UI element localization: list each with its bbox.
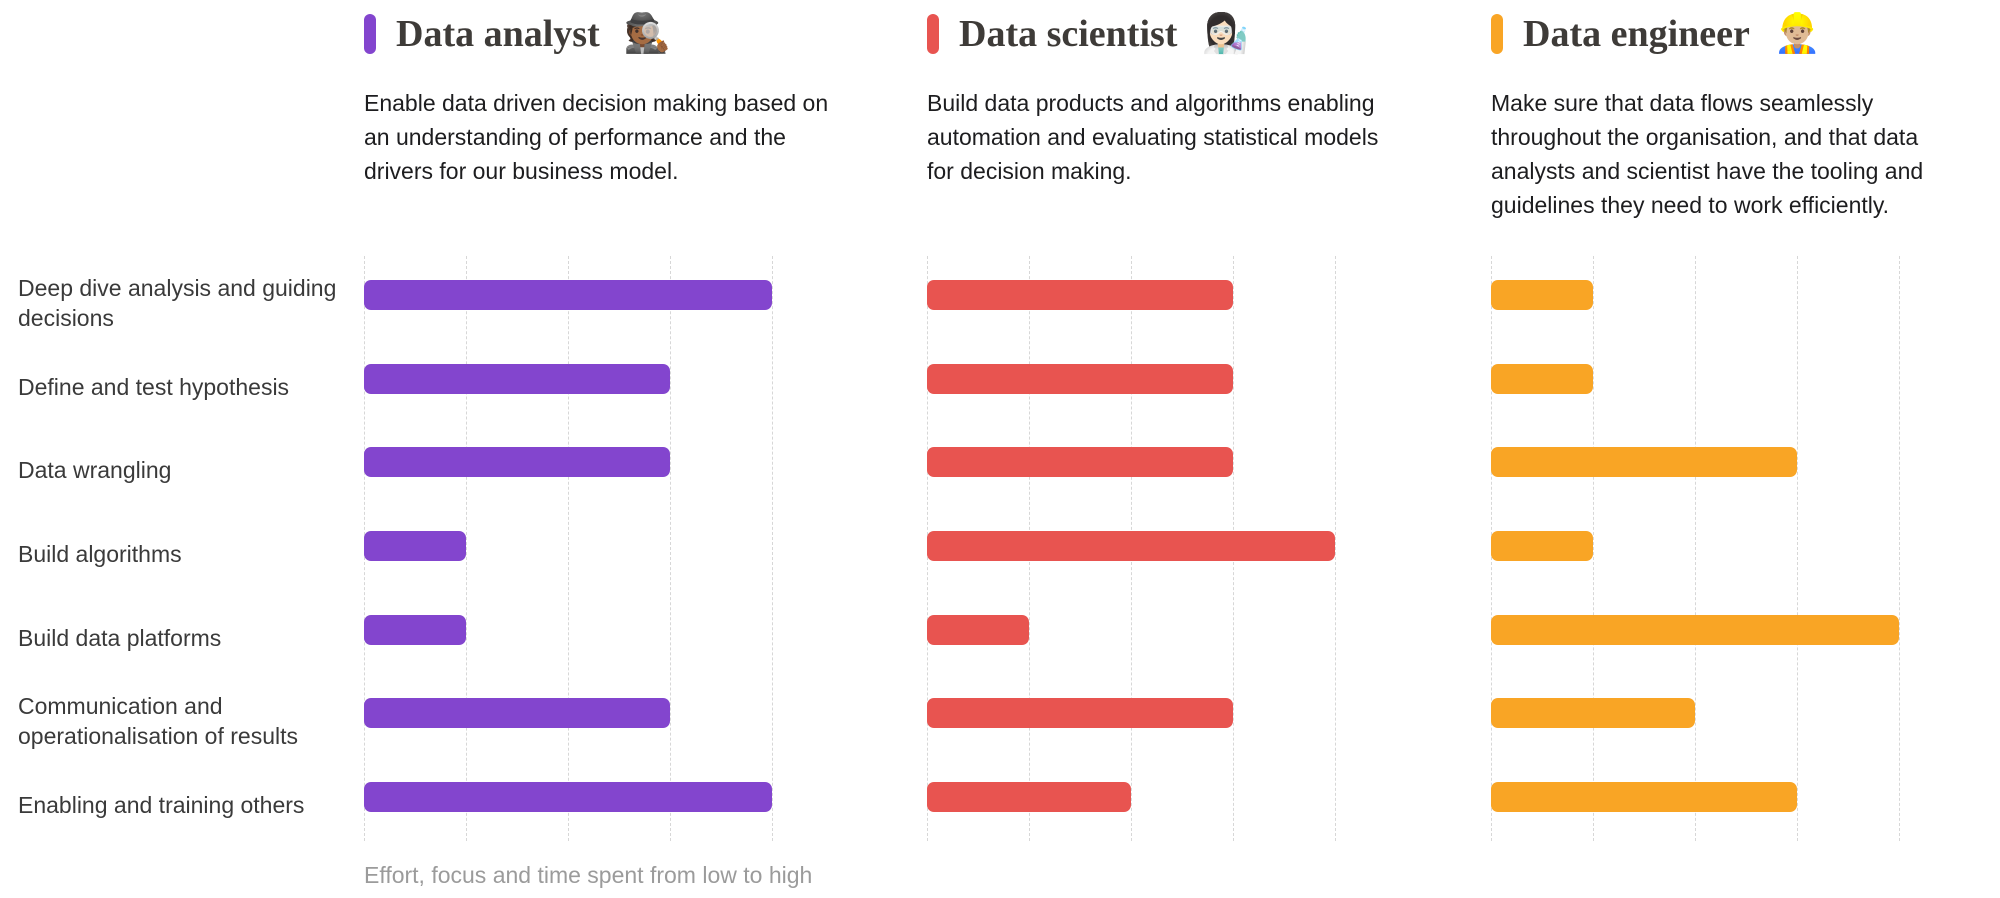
bar	[1491, 447, 1797, 477]
row-label: Enabling and training others	[18, 792, 305, 818]
data-scientist-title: Data scientist	[959, 13, 1178, 55]
detective-emoji: 🕵🏾	[623, 13, 672, 55]
effort-axis-caption: Effort, focus and time spent from low to…	[364, 862, 813, 888]
gridline	[1899, 256, 1900, 841]
gridline	[1695, 256, 1696, 841]
data-scientist-plot	[927, 256, 1336, 841]
row-label: Build data platforms	[18, 625, 222, 651]
data-engineer-header: Data engineer 👷🏼‍♂️	[1491, 10, 1821, 58]
bar	[927, 615, 1029, 645]
gridline	[670, 256, 671, 841]
bar	[927, 531, 1335, 561]
bar	[927, 447, 1233, 477]
bar	[927, 782, 1131, 812]
bar	[1491, 280, 1593, 310]
data-scientist-header: Data scientist 👩🏻‍🔬	[927, 10, 1249, 58]
data-analyst-plot	[364, 256, 773, 841]
role-column-data-scientist: Data scientist 👩🏻‍🔬 Build data products …	[927, 0, 1447, 898]
row-label: Communication and operationalisation of …	[18, 693, 298, 749]
construction-worker-emoji: 👷🏼‍♂️	[1773, 13, 1822, 55]
data-engineer-title: Data engineer	[1523, 13, 1750, 55]
gridline	[1797, 256, 1798, 841]
data-engineer-description: Make sure that data flows seamlessly thr…	[1491, 90, 1924, 218]
bar	[364, 782, 772, 812]
row-label: Define and test hypothesis	[18, 374, 290, 400]
bar	[1491, 782, 1797, 812]
data-analyst-description: Enable data driven decision making based…	[364, 90, 829, 184]
bar	[1491, 615, 1899, 645]
data-scientist-description: Build data products and algorithms enabl…	[927, 90, 1379, 184]
bar	[364, 364, 670, 394]
row-label: Data wrangling	[18, 457, 172, 483]
data-analyst-header: Data analyst 🕵🏾	[364, 10, 671, 58]
bar	[364, 447, 670, 477]
gridline	[1335, 256, 1336, 841]
gridline	[772, 256, 773, 841]
data-analyst-color-pill	[364, 14, 376, 54]
bar	[364, 280, 772, 310]
role-column-data-engineer: Data engineer 👷🏼‍♂️ Make sure that data …	[1491, 0, 2000, 898]
row-label: Deep dive analysis and guiding decisions	[18, 275, 337, 331]
gridline	[466, 256, 467, 841]
gridline	[1593, 256, 1594, 841]
bar	[364, 531, 466, 561]
bar	[364, 698, 670, 728]
bar	[1491, 364, 1593, 394]
data-scientist-color-pill	[927, 14, 939, 54]
row-label: Build algorithms	[18, 541, 182, 567]
bar	[1491, 531, 1593, 561]
bar	[927, 280, 1233, 310]
gridline	[568, 256, 569, 841]
bar	[1491, 698, 1695, 728]
bar	[927, 364, 1233, 394]
data-analyst-title: Data analyst	[396, 13, 600, 55]
role-column-data-analyst: Data analyst 🕵🏾 Enable data driven decis…	[364, 0, 884, 898]
data-engineer-plot	[1491, 256, 1900, 841]
category-label-column: Deep dive analysis and guiding decisions…	[18, 0, 338, 898]
data-engineer-color-pill	[1491, 14, 1503, 54]
bar	[927, 698, 1233, 728]
woman-scientist-emoji: 👩🏻‍🔬	[1201, 13, 1249, 55]
bar	[364, 615, 466, 645]
